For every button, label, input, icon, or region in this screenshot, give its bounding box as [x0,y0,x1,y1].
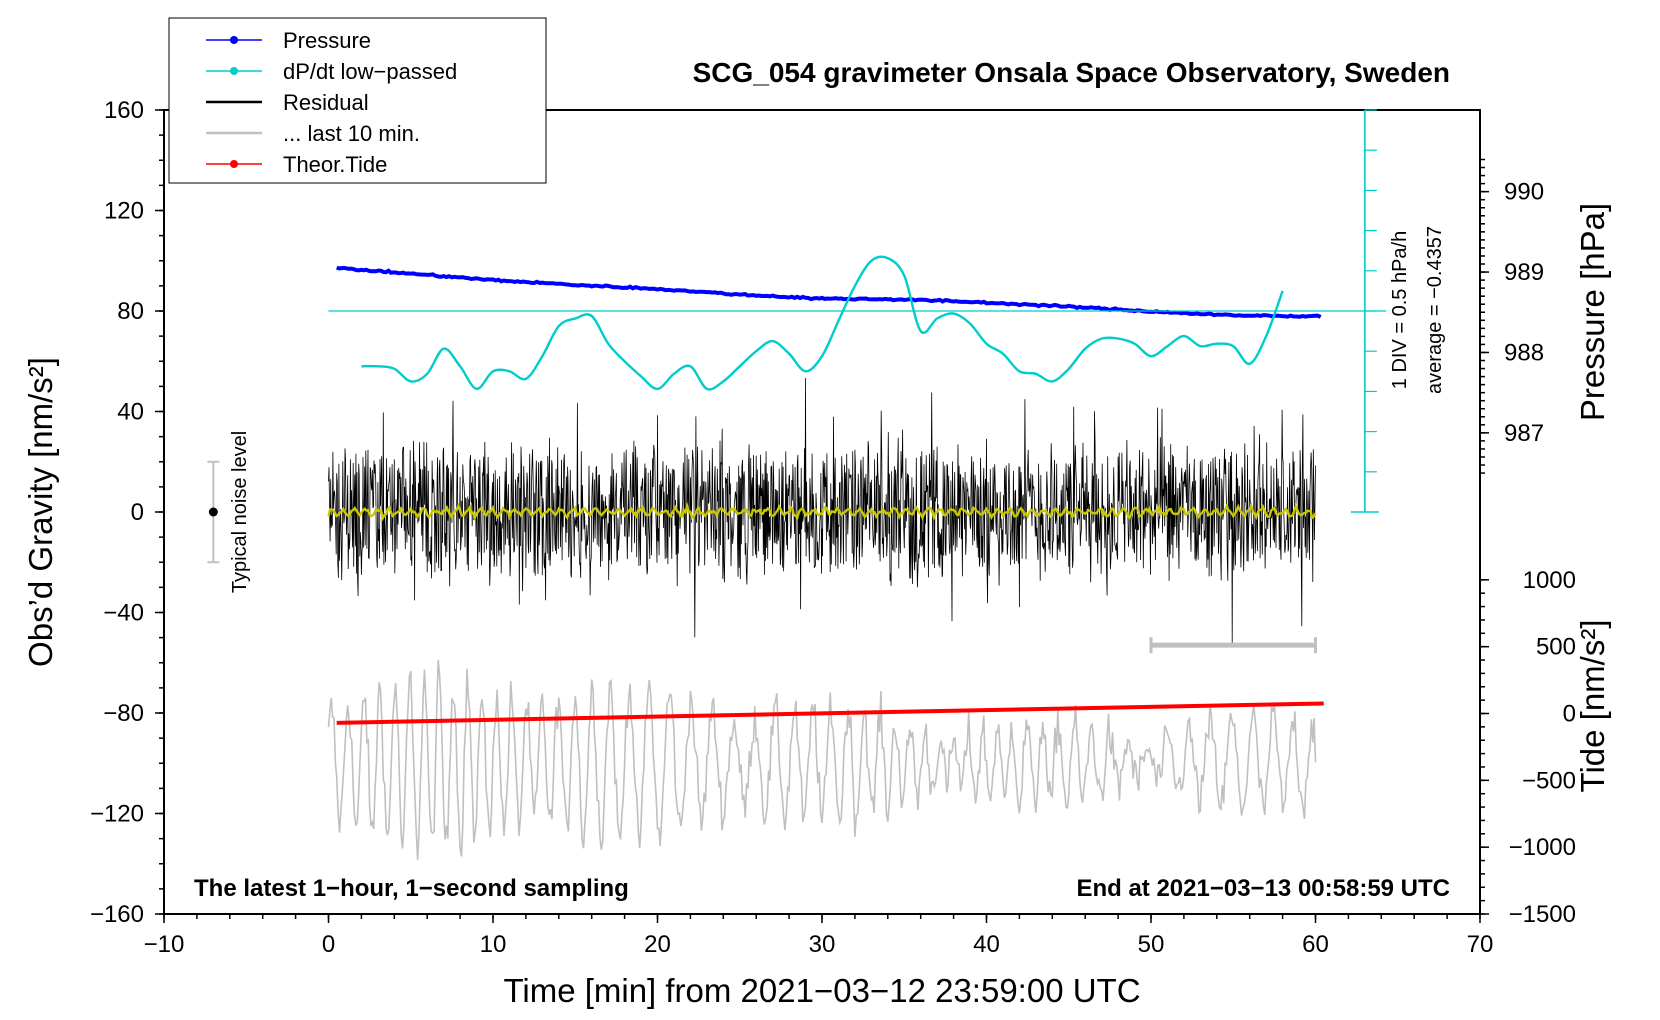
last-10-min-bar [1149,637,1317,654]
theor-tide-series [336,701,1324,725]
legend-marker [230,67,238,75]
pressure-tick-label: 987 [1504,420,1544,447]
x-tick-label: 60 [1302,931,1329,958]
residual-lowpass-line [327,501,1317,522]
dpdt-series [328,255,1387,391]
dpdt-average-label: average = −0.4357 [1424,226,1446,394]
legend-label: Residual [283,90,369,115]
legend-label: Theor.Tide [283,152,387,177]
tide-tick-label: −1500 [1509,901,1576,928]
x-tick-label: 40 [973,931,1000,958]
theor-tide-line [336,701,1324,725]
bottom-left-note: The latest 1−hour, 1−second sampling [194,875,629,902]
y-tick-label: 120 [104,198,144,225]
x-tick-label: 10 [480,931,507,958]
bottom-right-note: End at 2021−03−13 00:58:59 UTC [1076,875,1450,902]
pressure-axis-label: Pressure [hPa] [1574,203,1611,421]
dpdt-line [361,255,1284,391]
x-axis-ticks: −10 0 10 20 30 40 50 60 70 [144,914,1494,958]
x-tick-label: −10 [144,931,185,958]
last-10-min-series [327,659,1317,861]
y-tick-label: 40 [117,399,144,426]
pressure-series [336,265,1322,319]
x-tick-label: 30 [809,931,836,958]
tide-tick-label: −1000 [1509,834,1576,861]
tide-axis-ticks: 1000 500 0 −500 −1000 −1500 [1480,567,1576,928]
legend-label: dP/dt low−passed [283,59,457,84]
x-tick-label: 20 [644,931,671,958]
y-axis-ticks: 160 120 80 40 0 −40 −80 −120 −160 [90,97,164,928]
noise-level-dot [208,507,218,517]
dpdt-scale-axis [1350,109,1379,513]
y-tick-label: 80 [117,298,144,325]
legend-label: ... last 10 min. [283,121,420,146]
x-tick-label: 0 [322,931,335,958]
tide-tick-label: 0 [1563,701,1576,728]
legend-box [168,17,547,184]
pressure-tick-label: 990 [1504,179,1544,206]
last-10-min-line [327,659,1317,861]
tide-tick-label: −500 [1522,767,1576,794]
pressure-axis-ticks: 990 989 988 987 [1480,158,1544,474]
noise-level-label: Typical noise level [229,431,251,593]
pressure-tick-label: 989 [1504,259,1544,286]
dpdt-scale-label: 1 DIV = 0.5 hPa/h [1389,231,1411,389]
legend-label: Pressure [283,28,371,53]
residual-series [328,377,1316,644]
x-tick-label: 70 [1467,931,1494,958]
y-tick-label: 0 [131,499,144,526]
tide-tick-label: 500 [1536,634,1576,661]
residual-line [328,377,1316,644]
y-tick-label: 160 [104,97,144,124]
y-tick-label: −40 [103,600,144,627]
tide-tick-label: 1000 [1523,567,1576,594]
tide-axis-label: Tide [nm/s²] [1574,620,1611,793]
legend: Pressure dP/dt low−passed Residual ... last… [168,17,547,184]
y-axis-label: Obs’d Gravity [nm/s²] [22,357,59,667]
chart-title: SCG_054 gravimeter Onsala Space Observat… [693,57,1450,88]
x-axis-label: Time [min] from 2021−03−12 23:59:00 UTC [503,972,1140,1009]
pressure-line [336,265,1322,319]
y-tick-label: −80 [103,700,144,727]
legend-marker [230,36,238,44]
pressure-tick-label: 988 [1504,339,1544,366]
y-tick-label: −160 [90,901,144,928]
residual-lowpass-series [327,501,1317,522]
noise-level-marker [207,460,220,564]
legend-marker [230,160,238,168]
x-tick-label: 50 [1138,931,1165,958]
y-tick-label: −120 [90,801,144,828]
